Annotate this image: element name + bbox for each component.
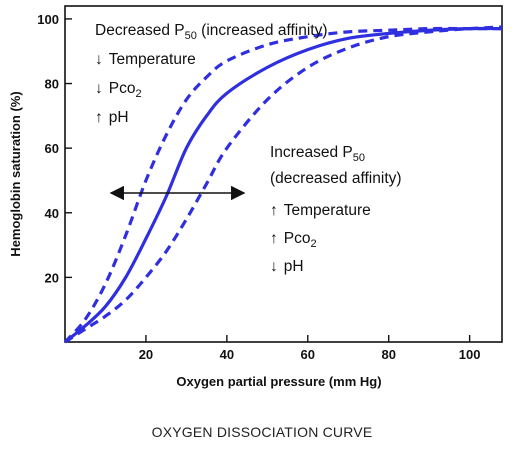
left-annotation-line: ↓ Temperature [95,51,196,68]
right-annotation-title-line2: (decreased affinity) [270,170,402,187]
chart-title: OXYGEN DISSOCIATION CURVE [152,424,373,440]
right-annotation-title: Increased P50 [270,144,365,164]
left-annotation: Decreased P50 (increased affinity) ↓ Temp… [95,22,328,126]
right-annotation-line: ↑ Temperature [270,202,371,219]
y-tick-label: 100 [37,12,59,27]
left-annotation-line: ↓ Pco2 [95,80,142,100]
dashed-curve [63,26,502,344]
curves [63,25,503,344]
x-tick-label: 60 [301,347,315,362]
right-annotation-line: ↑ Pco2 [270,230,317,250]
x-tick-label: 40 [220,347,234,362]
y-tick-label: 60 [45,141,59,156]
right-annotation: Increased P50 (decreased affinity) ↑ Temp… [270,144,402,275]
y-tick-label: 20 [45,270,59,285]
right-annotation-line: ↓ pH [270,258,304,275]
x-tick-label: 80 [381,347,395,362]
x-tick-label: 100 [459,347,481,362]
y-tick-label: 80 [45,77,59,92]
left-annotation-title: Decreased P50 (increased affinity) [95,22,328,42]
x-axis-ticks: 20 40 60 80 100 [139,335,481,362]
plot-frame [64,5,503,343]
dashed-curve [64,25,503,344]
y-tick-label: 40 [45,206,59,221]
x-axis-title: Oxygen partial pressure (mm Hg) [176,374,381,389]
y-axis-title: Hemoglobin saturation (%) [8,91,23,256]
solid-curve [64,26,503,344]
x-tick-label: 20 [139,347,153,362]
left-annotation-line: ↑ pH [95,109,129,126]
y-axis-ticks: 20 40 60 80 100 [37,12,72,285]
